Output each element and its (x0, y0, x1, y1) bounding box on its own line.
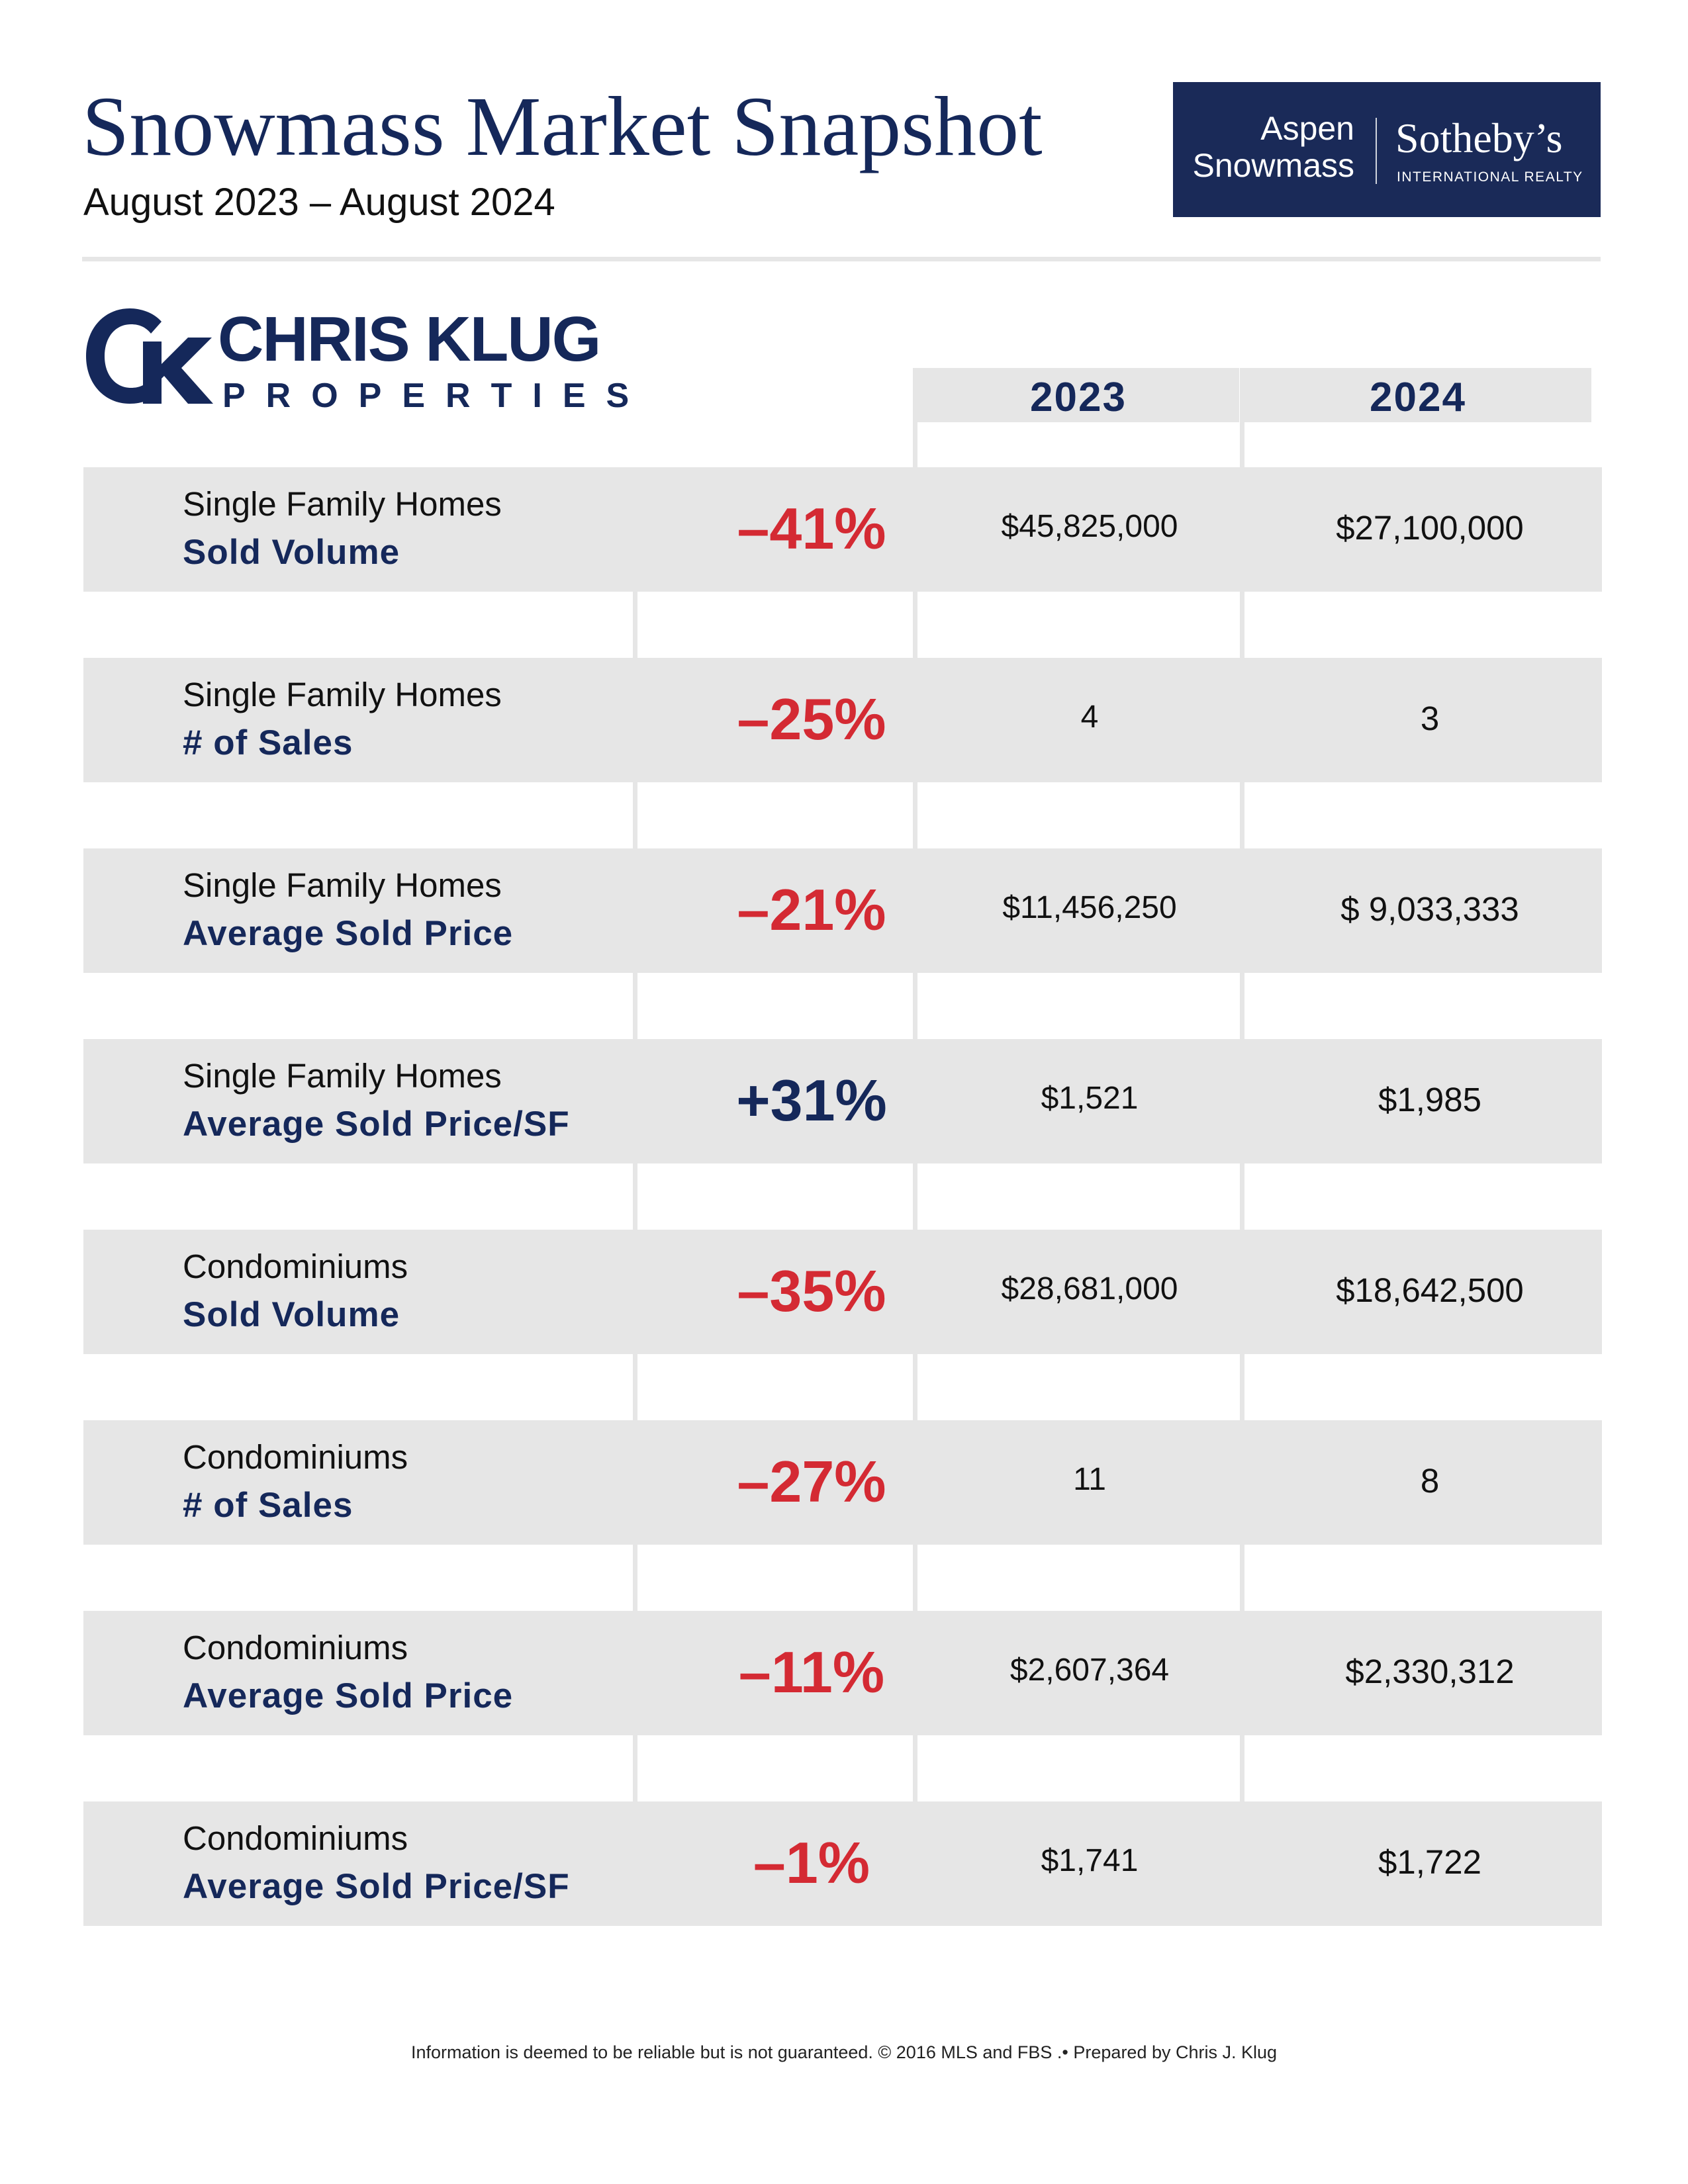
logo-properties: PROPERTIES (222, 377, 650, 415)
table-row: Single Family Homes Average Sold Price –… (83, 848, 1602, 973)
row-category: Condominiums (183, 1248, 408, 1285)
row-change: –11% (738, 1639, 885, 1705)
row-value-2024: $1,722 (1378, 1843, 1481, 1881)
sothebys-logo: Aspen Snowmass Sotheby’s INTERNATIONAL R… (1173, 82, 1601, 217)
row-change: –1% (753, 1830, 870, 1895)
row-value-2023: $11,456,250 (1002, 890, 1177, 925)
ck-monogram-icon (86, 308, 213, 404)
row-value-2023: $1,741 (1041, 1843, 1139, 1878)
row-value-2024: $ 9,033,333 (1340, 890, 1519, 928)
row-metric: Sold Volume (183, 533, 400, 572)
row-value-2023: 4 (1080, 700, 1099, 735)
year-header-band-2023 (917, 368, 1239, 422)
row-category: Single Family Homes (183, 1057, 502, 1095)
page-subtitle: August 2023 – August 2024 (83, 181, 555, 224)
row-category: Single Family Homes (183, 866, 502, 904)
table-row: Single Family Homes Average Sold Price/S… (83, 1039, 1602, 1163)
row-category: Single Family Homes (183, 485, 502, 523)
sothebys-location-snowmass: Snowmass (1192, 147, 1354, 184)
header-divider (82, 257, 1601, 261)
row-metric: Sold Volume (183, 1295, 400, 1334)
row-change: –41% (737, 496, 886, 561)
table-row: Condominiums Sold Volume –35% $28,681,00… (83, 1230, 1602, 1354)
year-header-2024: 2024 (1370, 375, 1466, 420)
footer-disclaimer: Information is deemed to be reliable but… (410, 2042, 1278, 2062)
chris-klug-logo: CHRIS KLUG PROPERTIES (82, 303, 629, 416)
table-row: Single Family Homes Sold Volume –41% $45… (83, 467, 1602, 592)
row-value-2023: $45,825,000 (1001, 509, 1178, 544)
row-value-2023: $2,607,364 (1009, 1653, 1170, 1688)
row-metric: Average Sold Price/SF (183, 1867, 570, 1906)
sothebys-location: Aspen Snowmass (1192, 110, 1354, 184)
row-value-2024: 3 (1420, 700, 1440, 737)
year-header-band-2024 (1244, 368, 1591, 422)
row-value-2024: $2,330,312 (1345, 1653, 1515, 1690)
row-category: Condominiums (183, 1819, 408, 1857)
page-title: Snowmass Market Snapshot (82, 79, 1043, 173)
row-value-2023: $28,681,000 (1001, 1271, 1178, 1306)
row-value-2024: $1,985 (1378, 1081, 1481, 1118)
row-metric: # of Sales (183, 1486, 353, 1525)
row-metric: Average Sold Price (183, 1676, 514, 1715)
sothebys-brand: Sotheby’s (1395, 114, 1563, 161)
row-category: Single Family Homes (183, 676, 502, 713)
year-header-2023: 2023 (1030, 375, 1127, 420)
sothebys-divider (1376, 118, 1377, 184)
row-value-2024: $27,100,000 (1336, 509, 1524, 547)
row-category: Condominiums (183, 1629, 408, 1666)
table-row: Condominiums Average Sold Price –11% $2,… (83, 1611, 1602, 1735)
row-change: –27% (737, 1449, 886, 1514)
logo-name: CHRIS KLUG (218, 304, 601, 375)
row-value-2023: 11 (1073, 1462, 1106, 1497)
sothebys-brand-sub: INTERNATIONAL REALTY (1397, 169, 1583, 185)
row-value-2024: 8 (1420, 1462, 1440, 1500)
row-metric: # of Sales (183, 723, 353, 762)
row-change: –21% (737, 877, 886, 942)
table-row: Condominiums # of Sales –27% 11 8 (83, 1420, 1602, 1545)
row-change: –35% (737, 1258, 886, 1324)
row-value-2023: $1,521 (1041, 1081, 1139, 1116)
table-row: Condominiums Average Sold Price/SF –1% $… (83, 1801, 1602, 1926)
table-row: Single Family Homes # of Sales –25% 4 3 (83, 658, 1602, 782)
row-change: +31% (736, 1068, 887, 1133)
row-change: –25% (737, 686, 886, 752)
row-category: Condominiums (183, 1438, 408, 1476)
row-value-2024: $18,642,500 (1336, 1271, 1524, 1309)
row-metric: Average Sold Price (183, 914, 514, 953)
sothebys-location-aspen: Aspen (1260, 110, 1354, 147)
row-metric: Average Sold Price/SF (183, 1105, 570, 1144)
